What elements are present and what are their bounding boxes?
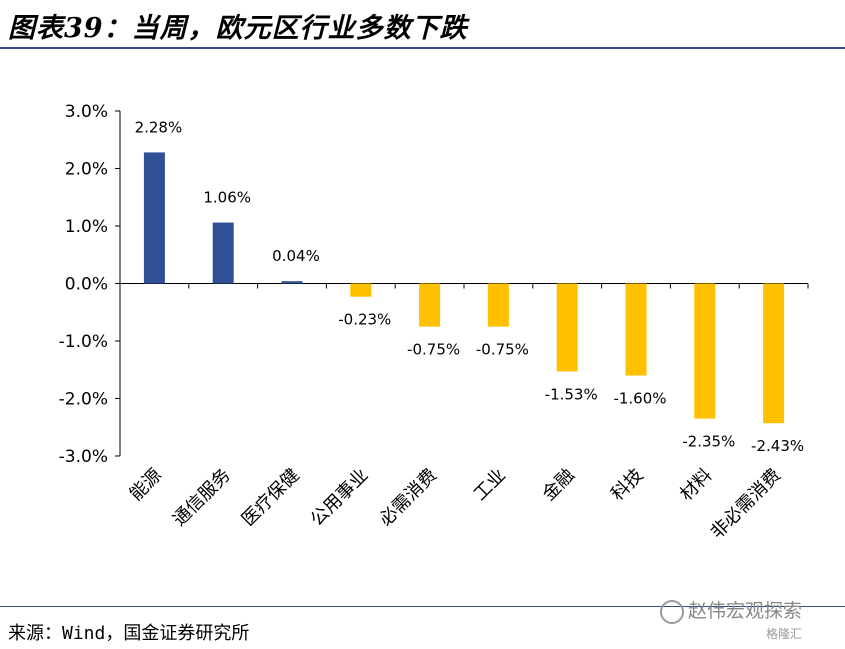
category-label: 非必需消费 xyxy=(707,465,785,543)
chart-title: 图表39：当周，欧元区行业多数下跌 xyxy=(8,13,468,44)
category-label: 金融 xyxy=(538,465,578,505)
bar xyxy=(763,283,785,424)
y-tick-label: 3.0% xyxy=(65,102,108,122)
bar xyxy=(487,283,509,327)
category-label: 通信服务 xyxy=(169,465,235,531)
y-tick-label: 1.0% xyxy=(65,217,108,237)
data-label: -0.75% xyxy=(476,341,529,359)
bar xyxy=(694,283,716,419)
data-label: -0.75% xyxy=(407,341,460,359)
y-tick-label: 2.0% xyxy=(65,160,108,180)
data-label: -1.53% xyxy=(545,385,598,403)
y-tick-label: 0.0% xyxy=(65,275,108,295)
watermark-text: 赵伟宏观探索 xyxy=(688,600,803,622)
source-note: 来源：Wind，国金证券研究所 xyxy=(8,623,250,644)
data-label: 1.06% xyxy=(203,189,251,207)
data-label: -2.35% xyxy=(682,433,735,451)
category-label: 材料 xyxy=(676,465,716,505)
title-rule xyxy=(0,47,845,49)
bar xyxy=(625,283,647,376)
y-tick-label: -2.0% xyxy=(59,390,108,410)
bar-chart: 3.0% 2.0% 1.0% 0.0% -1.0% -2.0% -3.0% 2.28% 能源 1.… xyxy=(59,102,809,543)
footer-rule xyxy=(0,606,845,607)
category-label: 必需消费 xyxy=(375,465,441,531)
watermark: 赵伟宏观探索 xyxy=(660,596,802,624)
data-label: -0.23% xyxy=(338,311,391,329)
watermark-subtext: 格隆汇 xyxy=(766,627,803,641)
data-label: 0.04% xyxy=(272,247,320,265)
bar xyxy=(212,222,234,284)
category-label: 能源 xyxy=(126,465,166,505)
bar xyxy=(419,283,441,327)
bar xyxy=(350,283,372,297)
category-label: 公用事业 xyxy=(307,465,373,531)
category-label: 科技 xyxy=(607,465,647,505)
data-label: 2.28% xyxy=(135,118,183,136)
category-label: 工业 xyxy=(470,465,510,505)
bar xyxy=(143,152,165,284)
y-tick-label: -3.0% xyxy=(59,447,108,467)
y-tick-label: -1.0% xyxy=(59,332,108,352)
bar xyxy=(281,281,303,284)
category-label: 医疗保健 xyxy=(238,465,304,531)
wechat-icon xyxy=(660,599,684,624)
data-label: -1.60% xyxy=(613,390,666,408)
bar xyxy=(556,283,578,372)
data-label: -2.43% xyxy=(751,437,804,455)
